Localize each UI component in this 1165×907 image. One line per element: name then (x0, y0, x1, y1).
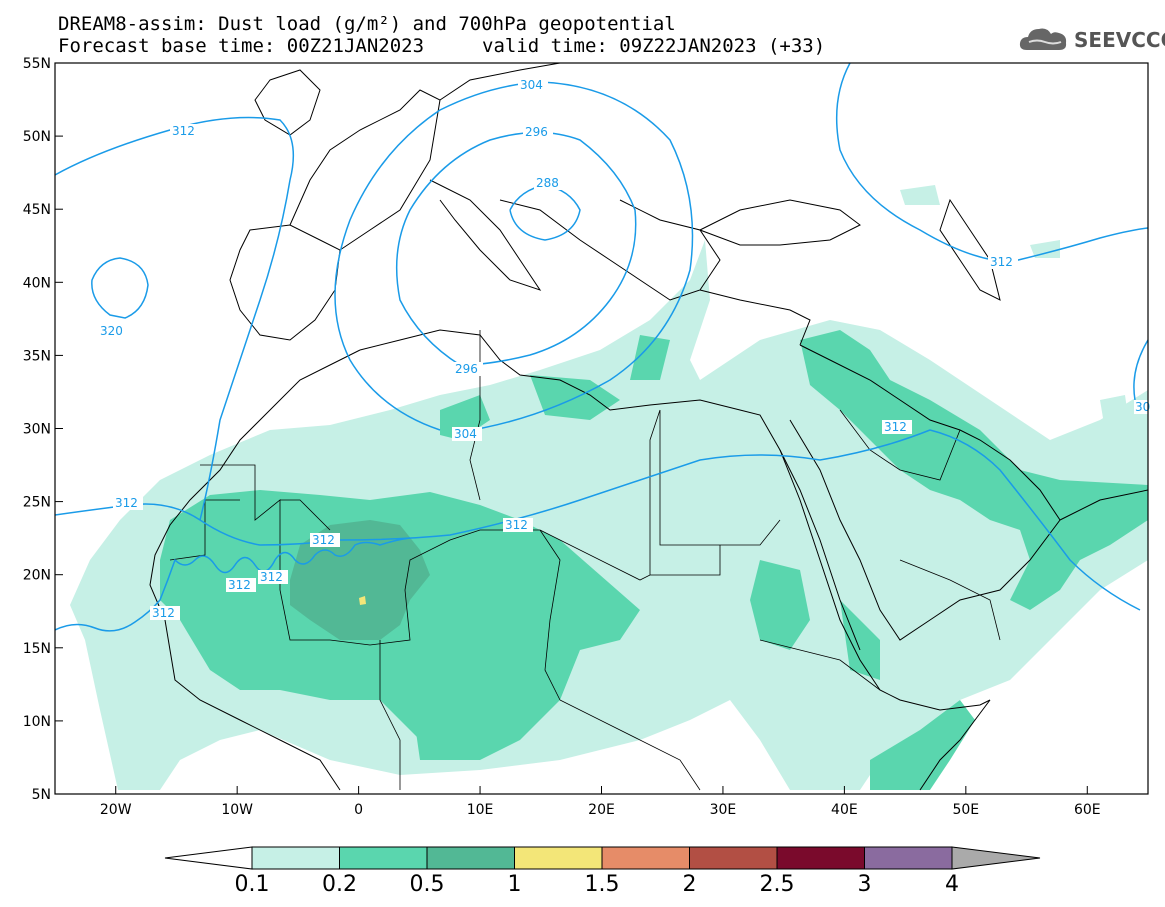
coast-balkans (499, 199, 721, 301)
coast-caspian (939, 198, 1001, 301)
contour-320 (91, 257, 149, 319)
colorbar-segment (514, 846, 603, 870)
coast-turkey (699, 289, 811, 346)
colorbar-low-arrow (164, 846, 253, 870)
coast-britain (254, 69, 321, 136)
contour-296 (395, 131, 637, 366)
contour-label: 312 (115, 496, 138, 510)
logo-text: SEEVCCC (1074, 28, 1165, 52)
colorbar-tick-label: 4 (945, 872, 959, 897)
coast-arabia (789, 344, 1061, 641)
lon-tick-label: 60E (1074, 802, 1101, 818)
lat-tick-label: 10N (23, 714, 51, 730)
lon-tick-label: 20W (100, 802, 132, 818)
colorbar-segment (864, 846, 953, 870)
coast-europe-france (289, 89, 441, 251)
cloud-icon (1019, 28, 1067, 50)
lon-tick-label: 50E (952, 802, 979, 818)
colorbar-segment (426, 846, 515, 870)
contour-312-south (55, 429, 1141, 611)
colorbar-tick-label: 0.2 (322, 872, 357, 897)
coast-red-sea (779, 449, 861, 651)
contour-label: 296 (525, 125, 548, 139)
dust-area-mid-2 (800, 330, 1148, 610)
colorbar-high-arrow (951, 846, 1041, 870)
lon-tick-label: 40E (831, 802, 858, 818)
lon-tick-label: 30E (710, 802, 737, 818)
contour-labels: 312 304 296 288 320 312 296 304 312 312 … (98, 78, 1150, 620)
contour-label: 288 (536, 176, 559, 190)
contour-label: 312 (172, 124, 195, 138)
coast-blacksea (698, 199, 861, 246)
latitude-axis: 55N 50N 45N 40N 35N 30N 25N 20N 15N 10N 5N (23, 56, 63, 803)
contour-label: 312 (505, 518, 528, 532)
coast-italy (429, 179, 542, 291)
coast-iran (1059, 489, 1148, 521)
colorbar-segment (601, 846, 690, 870)
contour-label: 312 (260, 570, 283, 584)
dust-area-mid-3 (440, 375, 620, 440)
contour-label: 304 (520, 78, 543, 92)
colorbar-tick-label: 0.1 (235, 872, 270, 897)
dust-area-mid-4 (750, 560, 880, 680)
dust-area-mid-5 (410, 335, 975, 790)
map-title: DREAM8-assim: Dust load (g/m²) and 700hP… (58, 13, 676, 35)
colorbar-tick-label: 0.5 (410, 872, 445, 897)
contour-label: 312 (990, 255, 1013, 269)
lat-tick-label: 55N (23, 56, 51, 72)
contour-label: 312 (152, 606, 175, 620)
colorbar-tick-label: 2.5 (760, 872, 795, 897)
colorbar: 0.1 0.2 0.5 1 1.5 2 2.5 3 4 (164, 846, 1041, 897)
lat-tick-label: 30N (23, 422, 51, 438)
lon-tick-label: 10W (221, 802, 253, 818)
contour-label: 312 (312, 533, 335, 547)
valid-time: valid time: 09Z22JAN2023 (+33) (482, 35, 826, 57)
lat-tick-label: 50N (23, 129, 51, 145)
contour-312-east (835, 63, 1148, 263)
colorbar-segment (776, 846, 865, 870)
contour-label: 320 (100, 324, 123, 338)
coastlines (149, 63, 1148, 791)
lat-tick-label: 45N (23, 202, 51, 218)
lon-tick-label: 10E (467, 802, 494, 818)
contour-label: 304 (454, 427, 477, 441)
contour-label: 312 (884, 420, 907, 434)
contour-label: 30 (1135, 400, 1150, 414)
contour-312-wavy (55, 537, 411, 632)
coast-africa-west (149, 349, 361, 791)
lat-tick-label: 20N (23, 568, 51, 584)
colorbar-segment (251, 846, 340, 870)
seevccc-logo: SEEVCCC (1017, 22, 1165, 56)
contour-label: 312 (228, 578, 251, 592)
colorbar-tick-label: 1.5 (585, 872, 620, 897)
coast-europe-iberia (229, 224, 341, 341)
coast-scandinavia (439, 63, 561, 101)
lat-tick-label: 25N (23, 495, 51, 511)
contour-312-north (55, 116, 295, 521)
lon-tick-label: 20E (588, 802, 615, 818)
colorbar-tick-label: 1 (508, 872, 522, 897)
forecast-base-time: Forecast base time: 00Z21JAN2023 (58, 35, 425, 57)
contour-label: 296 (455, 362, 478, 376)
dust-area-low-2 (900, 185, 1130, 430)
contour-288 (509, 184, 581, 241)
lat-tick-label: 40N (23, 275, 51, 291)
lat-tick-label: 5N (32, 787, 51, 803)
colorbar-tick-label: 3 (858, 872, 872, 897)
dust-area-peak (359, 596, 366, 605)
longitude-axis: 20W 10W 0 10E 20E 30E 40E 50E 60E (100, 786, 1101, 818)
lat-tick-label: 15N (23, 641, 51, 657)
contour-30-edge (1133, 339, 1148, 401)
coast-africa-north (359, 329, 991, 711)
colorbar-segment (689, 846, 778, 870)
colorbar-tick-label: 2 (683, 872, 697, 897)
lon-tick-label: 0 (354, 802, 363, 818)
coast-africa-horn (919, 699, 991, 791)
colorbar-segment (339, 846, 428, 870)
lat-tick-label: 35N (23, 348, 51, 364)
